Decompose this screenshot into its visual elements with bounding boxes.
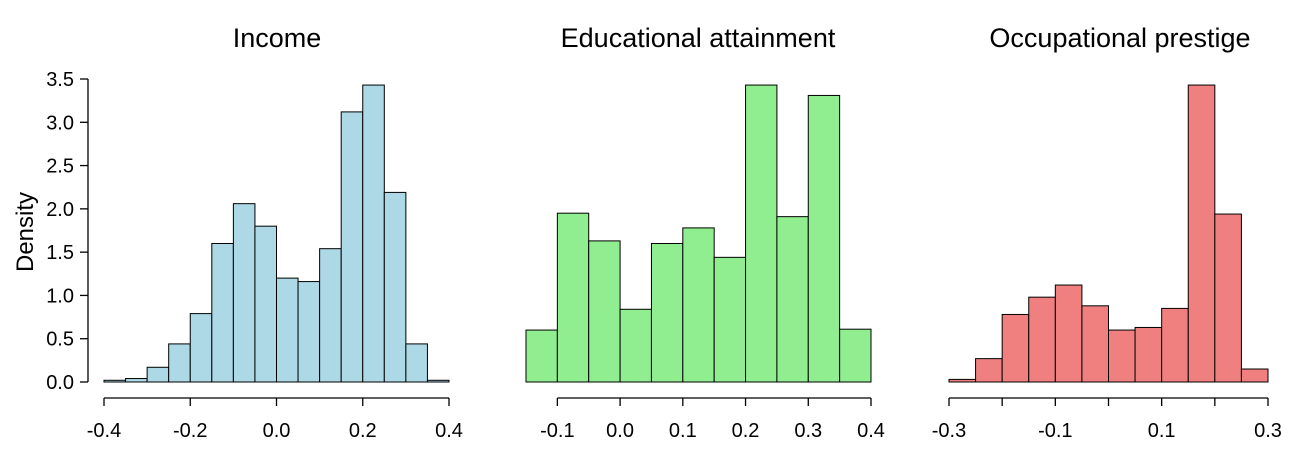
histogram-bar <box>168 343 191 383</box>
panel-title-income: Income <box>233 23 322 53</box>
income-x-axis: -0.4 -0.2 0.0 0.2 0.4 <box>87 397 463 442</box>
histogram-bar <box>1108 329 1136 383</box>
panel-educational-attainment: Educational attainment -0.1 0.0 0.1 0.2 0.3 0… <box>525 23 885 442</box>
panel-title-occupational-prestige: Occupational prestige <box>989 23 1250 53</box>
histogram-bar <box>254 225 278 383</box>
histogram-bar <box>1134 326 1163 383</box>
x-tick-label: -0.3 <box>932 420 966 442</box>
y-tick-label: 2.5 <box>46 156 74 178</box>
income-y-axis: 0.0 0.5 1.0 1.5 2.0 2.5 3.0 3.5 <box>46 69 89 394</box>
histogram-bar <box>1240 368 1269 383</box>
prestige-x-axis: -0.3 -0.1 0.1 0.3 <box>932 397 1282 442</box>
histogram-bar <box>682 227 715 383</box>
education-bars <box>525 84 872 383</box>
x-tick-label: 0.4 <box>435 420 463 442</box>
x-tick-label: 0.3 <box>794 420 822 442</box>
histogram-bar <box>1081 305 1110 383</box>
x-tick-label: -0.1 <box>540 420 574 442</box>
panel-title-educational-attainment: Educational attainment <box>561 23 836 53</box>
x-tick-label: -0.4 <box>87 420 121 442</box>
x-tick-label: 0.4 <box>857 420 885 442</box>
x-tick-label: -0.1 <box>1038 420 1072 442</box>
histogram-bar <box>1054 284 1083 383</box>
histogram-bar <box>948 378 977 383</box>
y-tick-label: 1.5 <box>46 242 74 264</box>
histogram-bar <box>619 308 652 383</box>
histogram-bar <box>1187 84 1216 383</box>
income-bars <box>103 84 450 383</box>
histogram-bar <box>319 248 342 383</box>
x-tick-label: 0.0 <box>263 420 291 442</box>
histogram-bar <box>1028 296 1056 383</box>
histogram-bar <box>146 366 170 383</box>
histogram-bar <box>807 94 841 383</box>
histogram-bar <box>839 328 872 383</box>
histogram-bar <box>713 256 747 383</box>
histogram-bar <box>650 242 684 383</box>
histogram-bar <box>383 191 407 383</box>
histogram-bar <box>556 212 590 383</box>
histogram-bar <box>588 240 621 383</box>
histogram-bar <box>232 203 256 383</box>
x-tick-label: 0.1 <box>669 420 697 442</box>
x-tick-label: 0.3 <box>1254 420 1282 442</box>
y-tick-label: 3.0 <box>46 112 74 134</box>
histogram-bar <box>1161 307 1189 383</box>
y-tick-label: 2.0 <box>46 199 74 221</box>
histogram-bar <box>1001 313 1030 383</box>
histogram-bar <box>745 84 778 383</box>
education-x-axis: -0.1 0.0 0.1 0.2 0.3 0.4 <box>540 397 885 442</box>
histogram-bar <box>189 313 213 383</box>
y-tick-label: 1.0 <box>46 285 74 307</box>
histogram-bar <box>276 277 299 383</box>
histogram-bar <box>776 216 809 383</box>
x-tick-label: 0.2 <box>732 420 760 442</box>
panel-occupational-prestige: Occupational prestige -0.3 -0.1 0.1 0.3 <box>932 23 1282 442</box>
histogram-bar <box>426 379 450 383</box>
y-tick-label: 0.5 <box>46 329 74 351</box>
histogram-bar <box>211 242 234 383</box>
histogram-bar <box>525 329 558 383</box>
histogram-bar <box>975 358 1003 383</box>
x-tick-label: 0.0 <box>606 420 634 442</box>
histogram-bar <box>125 378 148 383</box>
histogram-bar <box>297 281 321 383</box>
y-tick-label: 0.0 <box>46 372 74 394</box>
y-axis-title: Density <box>12 192 39 272</box>
histogram-bar <box>1214 213 1242 383</box>
x-tick-label: 0.1 <box>1148 420 1176 442</box>
y-tick-label: 3.5 <box>46 69 74 91</box>
prestige-bars <box>948 84 1269 383</box>
histogram-bar <box>362 84 385 383</box>
x-tick-label: -0.2 <box>173 420 207 442</box>
histogram-bar <box>405 343 428 383</box>
panel-income: Income -0.4 -0.2 0.0 0.2 0.4 0.0 0.5 1.0 1.5 2.0… <box>46 23 463 442</box>
histogram-bar <box>340 111 364 383</box>
histogram-bar <box>103 379 127 383</box>
x-tick-label: 0.2 <box>349 420 377 442</box>
